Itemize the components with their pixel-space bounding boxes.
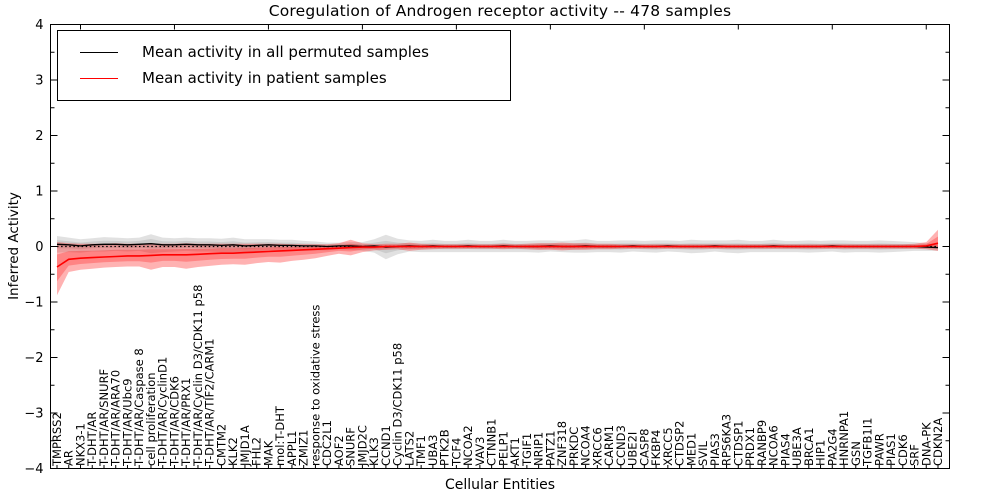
x-category-label: T-DHT/AR/ARA70 [109, 370, 123, 467]
patient-std-band-inner [57, 236, 938, 282]
x-category-label: GSN [849, 441, 863, 466]
y-axis-title: Inferred Activity [6, 192, 22, 300]
x-category-label: UBE3A [790, 427, 804, 466]
x-category-label: response to oxidative stress [308, 305, 322, 466]
x-category-label: NCOA2 [461, 425, 475, 466]
x-category-label: XRCC6 [590, 427, 604, 466]
x-category-label: MED1 [684, 433, 698, 466]
x-category-label: RANBP9 [755, 420, 769, 466]
x-category-label: PTK2B [438, 429, 452, 466]
x-category-label: mol:T-DHT [273, 405, 287, 466]
x-category-label: TGFB1I1 [861, 418, 875, 467]
x-category-label: FKBP4 [649, 430, 663, 466]
x-category-label: TMF1 [414, 435, 428, 467]
x-category-label: AOF2 [332, 435, 346, 466]
x-category-label: T-DHT/AR/CDK6 [167, 376, 181, 467]
x-category-label: PAWR [872, 433, 886, 466]
x-category-label: MAK [261, 440, 275, 466]
y-tick-label: 0 [35, 240, 43, 255]
patient-mean-line [56, 242, 939, 268]
legend-line-red [80, 77, 118, 79]
x-category-label: T-DHT/AR/Ubc9 [120, 378, 134, 467]
x-category-label: JMJD1A [238, 425, 252, 467]
x-category-label: NRIP1 [532, 432, 546, 466]
x-category-label: PRKDC [567, 427, 581, 466]
x-category-label: Cyclin D3/CDK11 p58 [391, 343, 405, 466]
x-category-label: T-DHT/AR/Cyclin D3/CDK11 p58 [191, 285, 205, 467]
x-category-label: CASP8 [637, 429, 651, 466]
x-category-label: BRCA1 [802, 427, 816, 466]
x-category-label: LATS2 [402, 431, 416, 466]
x-category-label: TMPRSS2 [50, 412, 64, 467]
x-category-label: PRDX1 [743, 427, 757, 466]
x-category-label: SRF [908, 444, 922, 466]
x-category-label: CTDSP2 [673, 421, 687, 466]
x-category-label: NKX3-1 [73, 423, 87, 466]
y-tick-label: −2 [24, 351, 43, 366]
legend-item-patient: Mean activity in patient samples [58, 65, 510, 91]
y-tick-label: −1 [24, 296, 43, 311]
x-category-label: TCF4 [449, 438, 463, 467]
x-category-label: VAV3 [473, 437, 487, 466]
x-category-label: CTNNB1 [485, 419, 499, 466]
x-category-label: APPL1 [285, 431, 299, 466]
x-category-label: CCND1 [379, 425, 393, 466]
x-category-label: PA2G4 [825, 428, 839, 466]
legend-line-black [80, 51, 118, 53]
x-category-label: AR [62, 450, 76, 466]
x-category-label: SNURF [344, 427, 358, 466]
x-category-label: CMTM2 [214, 424, 228, 466]
y-tick-label: 2 [35, 129, 43, 144]
legend-item-permuted: Mean activity in all permuted samples [58, 39, 510, 65]
x-category-label: SVIL [696, 440, 710, 466]
x-category-label: PIAS1 [884, 433, 898, 466]
x-category-label: T-DHT/AR/SNURF [97, 369, 111, 467]
y-tick-label: −3 [24, 407, 43, 422]
x-category-label: T-DHT/AR [85, 412, 99, 467]
x-category-label: PIAS3 [708, 433, 722, 466]
x-category-label: CDC2L1 [320, 420, 334, 466]
x-category-label: UBA3 [426, 435, 440, 467]
chart-title: Coregulation of Androgen receptor activi… [268, 2, 732, 20]
x-category-label: T-DHT/AR/PRX1 [179, 378, 193, 467]
x-category-label: ZMIZ1 [297, 430, 311, 466]
legend-label-patient: Mean activity in patient samples [142, 69, 387, 87]
x-category-label: PELP1 [496, 431, 510, 466]
x-category-label: JMJD2C [355, 425, 369, 467]
x-category-label: KLK2 [226, 437, 240, 466]
x-category-label: RPS6KA3 [720, 414, 734, 466]
x-category-label: cell proliferation [144, 372, 158, 466]
x-category-label: T-DHT/AR/TIF2/CARM1 [203, 338, 217, 467]
x-category-label: CDKN2A [931, 418, 945, 466]
x-category-label: NCOA6 [767, 425, 781, 466]
x-category-label: T-DHT/AR/Caspase 8 [132, 348, 146, 467]
x-category-label: TGIF1 [520, 433, 534, 467]
x-category-label: XRCC5 [661, 427, 675, 466]
x-category-label: DNA-PK [919, 422, 933, 466]
x-category-label: T-DHT/AR/CyclinD1 [156, 357, 170, 467]
x-category-label: PIAS4 [778, 433, 792, 466]
y-tick-label: 4 [35, 18, 43, 33]
legend-label-permuted: Mean activity in all permuted samples [142, 43, 429, 61]
x-category-label: KLK3 [367, 437, 381, 466]
x-category-label: FHL2 [250, 437, 264, 466]
x-category-label: ZNF318 [555, 421, 569, 466]
y-tick-label: −4 [24, 462, 43, 477]
x-category-label: CCND3 [614, 425, 628, 466]
x-category-label: HIP1 [814, 440, 828, 466]
x-category-label: UBE2I [626, 432, 640, 466]
x-category-label: AKT1 [508, 437, 522, 466]
x-category-label: NCOA4 [579, 425, 593, 466]
x-category-label: CARM1 [602, 425, 616, 466]
y-tick-label: 1 [35, 185, 43, 200]
x-category-label: CTDSP1 [731, 421, 745, 466]
x-category-label: PATZ1 [543, 431, 557, 466]
x-category-label: HNRNPA1 [837, 411, 851, 466]
x-category-label: CDK6 [896, 434, 910, 466]
x-axis-title: Cellular Entities [444, 477, 556, 493]
y-tick-label: 3 [35, 74, 43, 89]
legend: Mean activity in all permuted samples Me… [57, 30, 511, 101]
